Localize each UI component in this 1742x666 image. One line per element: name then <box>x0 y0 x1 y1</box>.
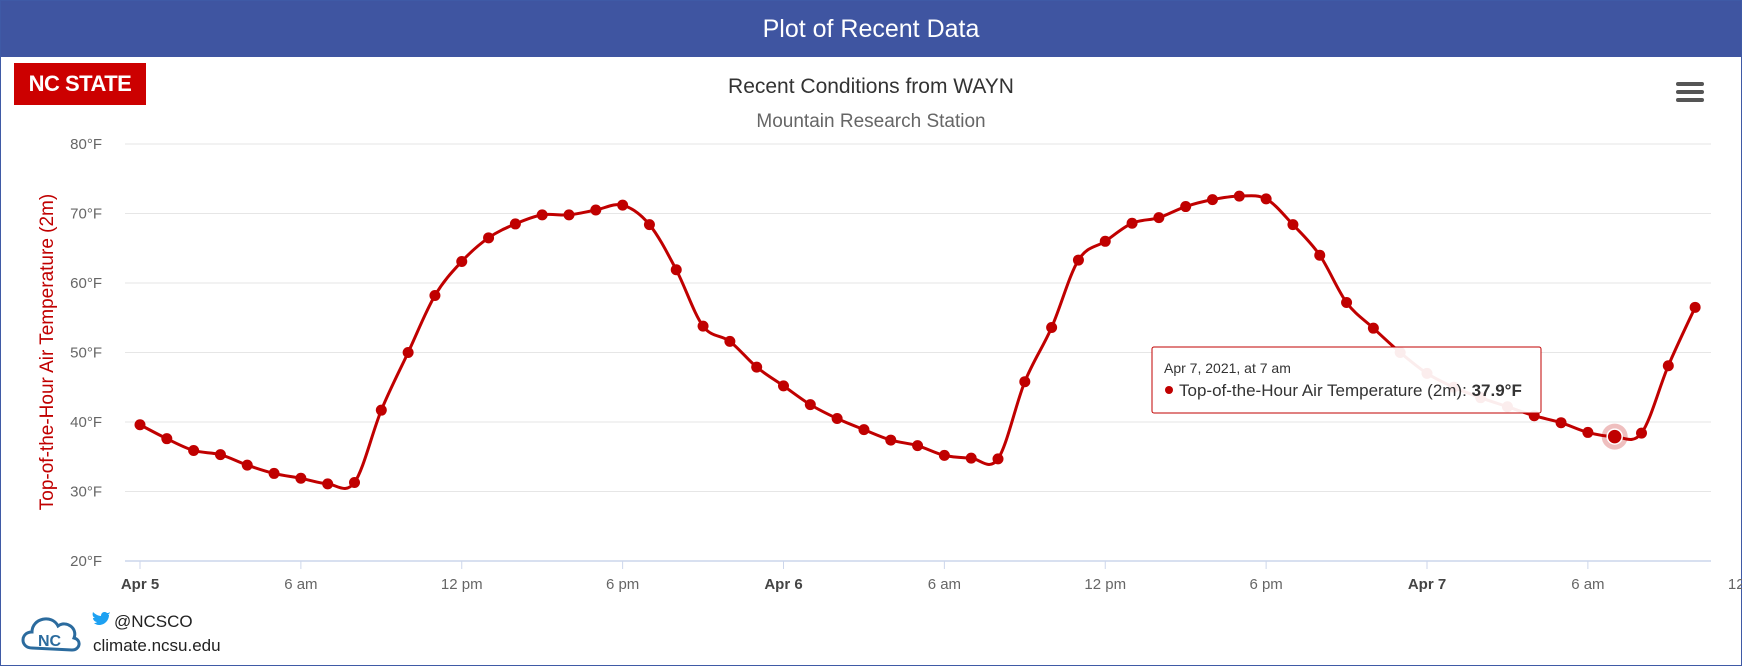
tooltip: Apr 7, 2021, at 7 am Top-of-the-Hour Air… <box>1151 346 1542 414</box>
x-tick-label: 6 pm <box>606 576 639 593</box>
x-tick-label: Apr 5 <box>121 576 159 593</box>
svg-text:NC: NC <box>38 633 62 650</box>
tooltip-value: 37.9°F <box>1472 381 1522 400</box>
data-point[interactable] <box>778 380 789 392</box>
x-tick-label: 6 am <box>1571 576 1604 593</box>
data-point[interactable] <box>1099 235 1111 247</box>
x-tick-label: 12 pm <box>1084 576 1126 593</box>
tooltip-body: Top-of-the-Hour Air Temperature (2m): 37… <box>1179 381 1522 400</box>
data-point[interactable] <box>1207 194 1218 206</box>
tooltip-separator: : <box>1462 381 1471 400</box>
x-tick-label: 6 pm <box>1249 576 1282 593</box>
data-point[interactable] <box>214 449 226 461</box>
x-tick-label: 6 am <box>284 576 317 593</box>
tooltip-box <box>1151 346 1542 414</box>
data-point[interactable] <box>590 204 602 216</box>
data-point[interactable] <box>161 433 173 445</box>
data-point[interactable] <box>724 335 736 347</box>
chart-title: Recent Conditions from WAYN <box>728 75 1014 98</box>
data-point[interactable] <box>134 419 146 431</box>
data-point[interactable] <box>429 290 441 302</box>
data-point[interactable] <box>1367 322 1379 334</box>
data-point[interactable] <box>1233 190 1245 202</box>
data-point[interactable] <box>1341 296 1353 308</box>
x-tick-label: Apr 6 <box>764 576 802 593</box>
nc-state-logo: NC STATE <box>14 63 146 105</box>
data-point[interactable] <box>804 399 816 411</box>
y-axis-label: Top-of-the-Hour Air Temperature (2m) <box>37 194 58 510</box>
nc-cloud-logo-icon: NC <box>21 617 81 652</box>
data-point[interactable] <box>1046 321 1058 333</box>
data-point[interactable] <box>965 452 977 464</box>
data-point[interactable] <box>375 404 387 416</box>
data-point[interactable] <box>188 444 200 456</box>
data-point-highlighted[interactable] <box>1606 428 1623 445</box>
website-link[interactable]: climate.ncsu.edu <box>93 636 221 655</box>
data-point[interactable] <box>349 476 360 488</box>
data-point[interactable] <box>1153 212 1165 224</box>
data-point[interactable] <box>912 440 924 452</box>
y-tick-label: 50°F <box>70 345 102 362</box>
tooltip-series-name: Top-of-the-Hour Air Temperature (2m) <box>1179 381 1462 400</box>
data-point[interactable] <box>1555 417 1567 429</box>
data-point[interactable] <box>1072 254 1084 266</box>
x-tick-label: Apr 7 <box>1408 576 1446 593</box>
data-point[interactable] <box>1180 201 1192 213</box>
data-point[interactable] <box>402 347 414 358</box>
data-point[interactable] <box>858 424 870 436</box>
data-point[interactable] <box>885 434 897 446</box>
twitter-bird-icon[interactable] <box>92 611 112 629</box>
data-point[interactable] <box>536 209 548 221</box>
tooltip-header: Apr 7, 2021, at 7 am <box>1164 360 1291 376</box>
data-point[interactable] <box>831 413 843 425</box>
y-tick-label: 70°F <box>70 206 102 223</box>
data-point[interactable] <box>456 255 468 267</box>
y-tick-label: 30°F <box>70 484 102 501</box>
credit-block: NC @NCSCO climate.ncsu.edu <box>18 606 248 656</box>
twitter-handle[interactable]: @NCSCO <box>114 612 193 631</box>
data-point[interactable] <box>670 264 682 276</box>
data-point[interactable] <box>509 218 521 230</box>
data-point[interactable] <box>322 478 334 490</box>
tooltip-series-dot-icon <box>1165 386 1173 394</box>
page-banner-title: Plot of Recent Data <box>1 1 1741 57</box>
data-point[interactable] <box>1126 217 1138 229</box>
data-point[interactable] <box>1287 219 1299 231</box>
data-point[interactable] <box>563 209 575 221</box>
data-point[interactable] <box>643 219 655 231</box>
data-point[interactable] <box>1689 301 1701 313</box>
data-point[interactable] <box>295 472 307 484</box>
x-tick-label: 12 pm <box>1728 576 1742 593</box>
data-point[interactable] <box>1636 427 1647 439</box>
data-point[interactable] <box>1260 193 1272 205</box>
x-tick-label: 12 pm <box>441 576 483 593</box>
data-point[interactable] <box>751 361 763 373</box>
y-tick-label: 20°F <box>70 553 102 570</box>
y-tick-label: 60°F <box>70 275 102 292</box>
data-point[interactable] <box>1662 360 1674 372</box>
data-point[interactable] <box>617 199 629 211</box>
hamburger-menu-icon[interactable] <box>1676 82 1704 106</box>
data-point[interactable] <box>241 459 253 471</box>
data-point[interactable] <box>1582 426 1594 438</box>
data-point[interactable] <box>1019 376 1031 388</box>
data-point[interactable] <box>1314 249 1326 261</box>
y-tick-label: 40°F <box>70 414 102 431</box>
data-point[interactable] <box>992 453 1004 465</box>
data-point[interactable] <box>697 320 709 332</box>
chart-subtitle: Mountain Research Station <box>756 111 985 132</box>
y-tick-label: 80°F <box>70 136 102 153</box>
x-tick-label: 6 am <box>928 576 961 593</box>
data-point[interactable] <box>268 467 280 479</box>
data-point[interactable] <box>938 449 950 461</box>
data-point[interactable] <box>483 232 495 244</box>
